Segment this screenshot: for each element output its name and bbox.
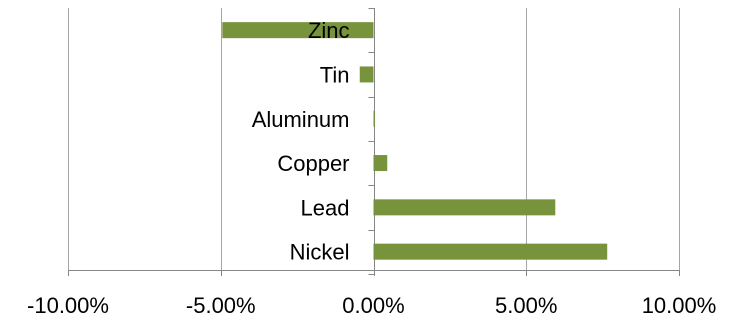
x-tick-label-4: 10.00% [642,293,717,318]
labels: Zinc Tin Aluminum Copper Lead Nickel -10.00% -5… [27,18,716,318]
x-tick-label-0: -10.00% [27,293,109,318]
category-label-nickel: Nickel [290,240,350,265]
category-label-lead: Lead [301,195,350,220]
bar-zinc [222,22,374,39]
bar-copper [373,155,388,172]
bar-nickel [373,243,608,260]
category-label-zinc: Zinc [308,18,350,43]
bar-lead [373,199,556,216]
bar-tin [359,66,374,83]
gridlines [68,8,680,270]
x-tick-label-1: -5.00% [186,293,256,318]
category-label-tin: Tin [320,62,350,87]
x-tick-label-2: 0.00% [342,293,404,318]
x-tick-label-3: 5.00% [495,293,557,318]
axes [68,8,680,276]
bar-aluminum [373,110,376,127]
category-label-copper: Copper [277,151,349,176]
category-label-aluminum: Aluminum [252,107,350,132]
bars [222,22,608,260]
